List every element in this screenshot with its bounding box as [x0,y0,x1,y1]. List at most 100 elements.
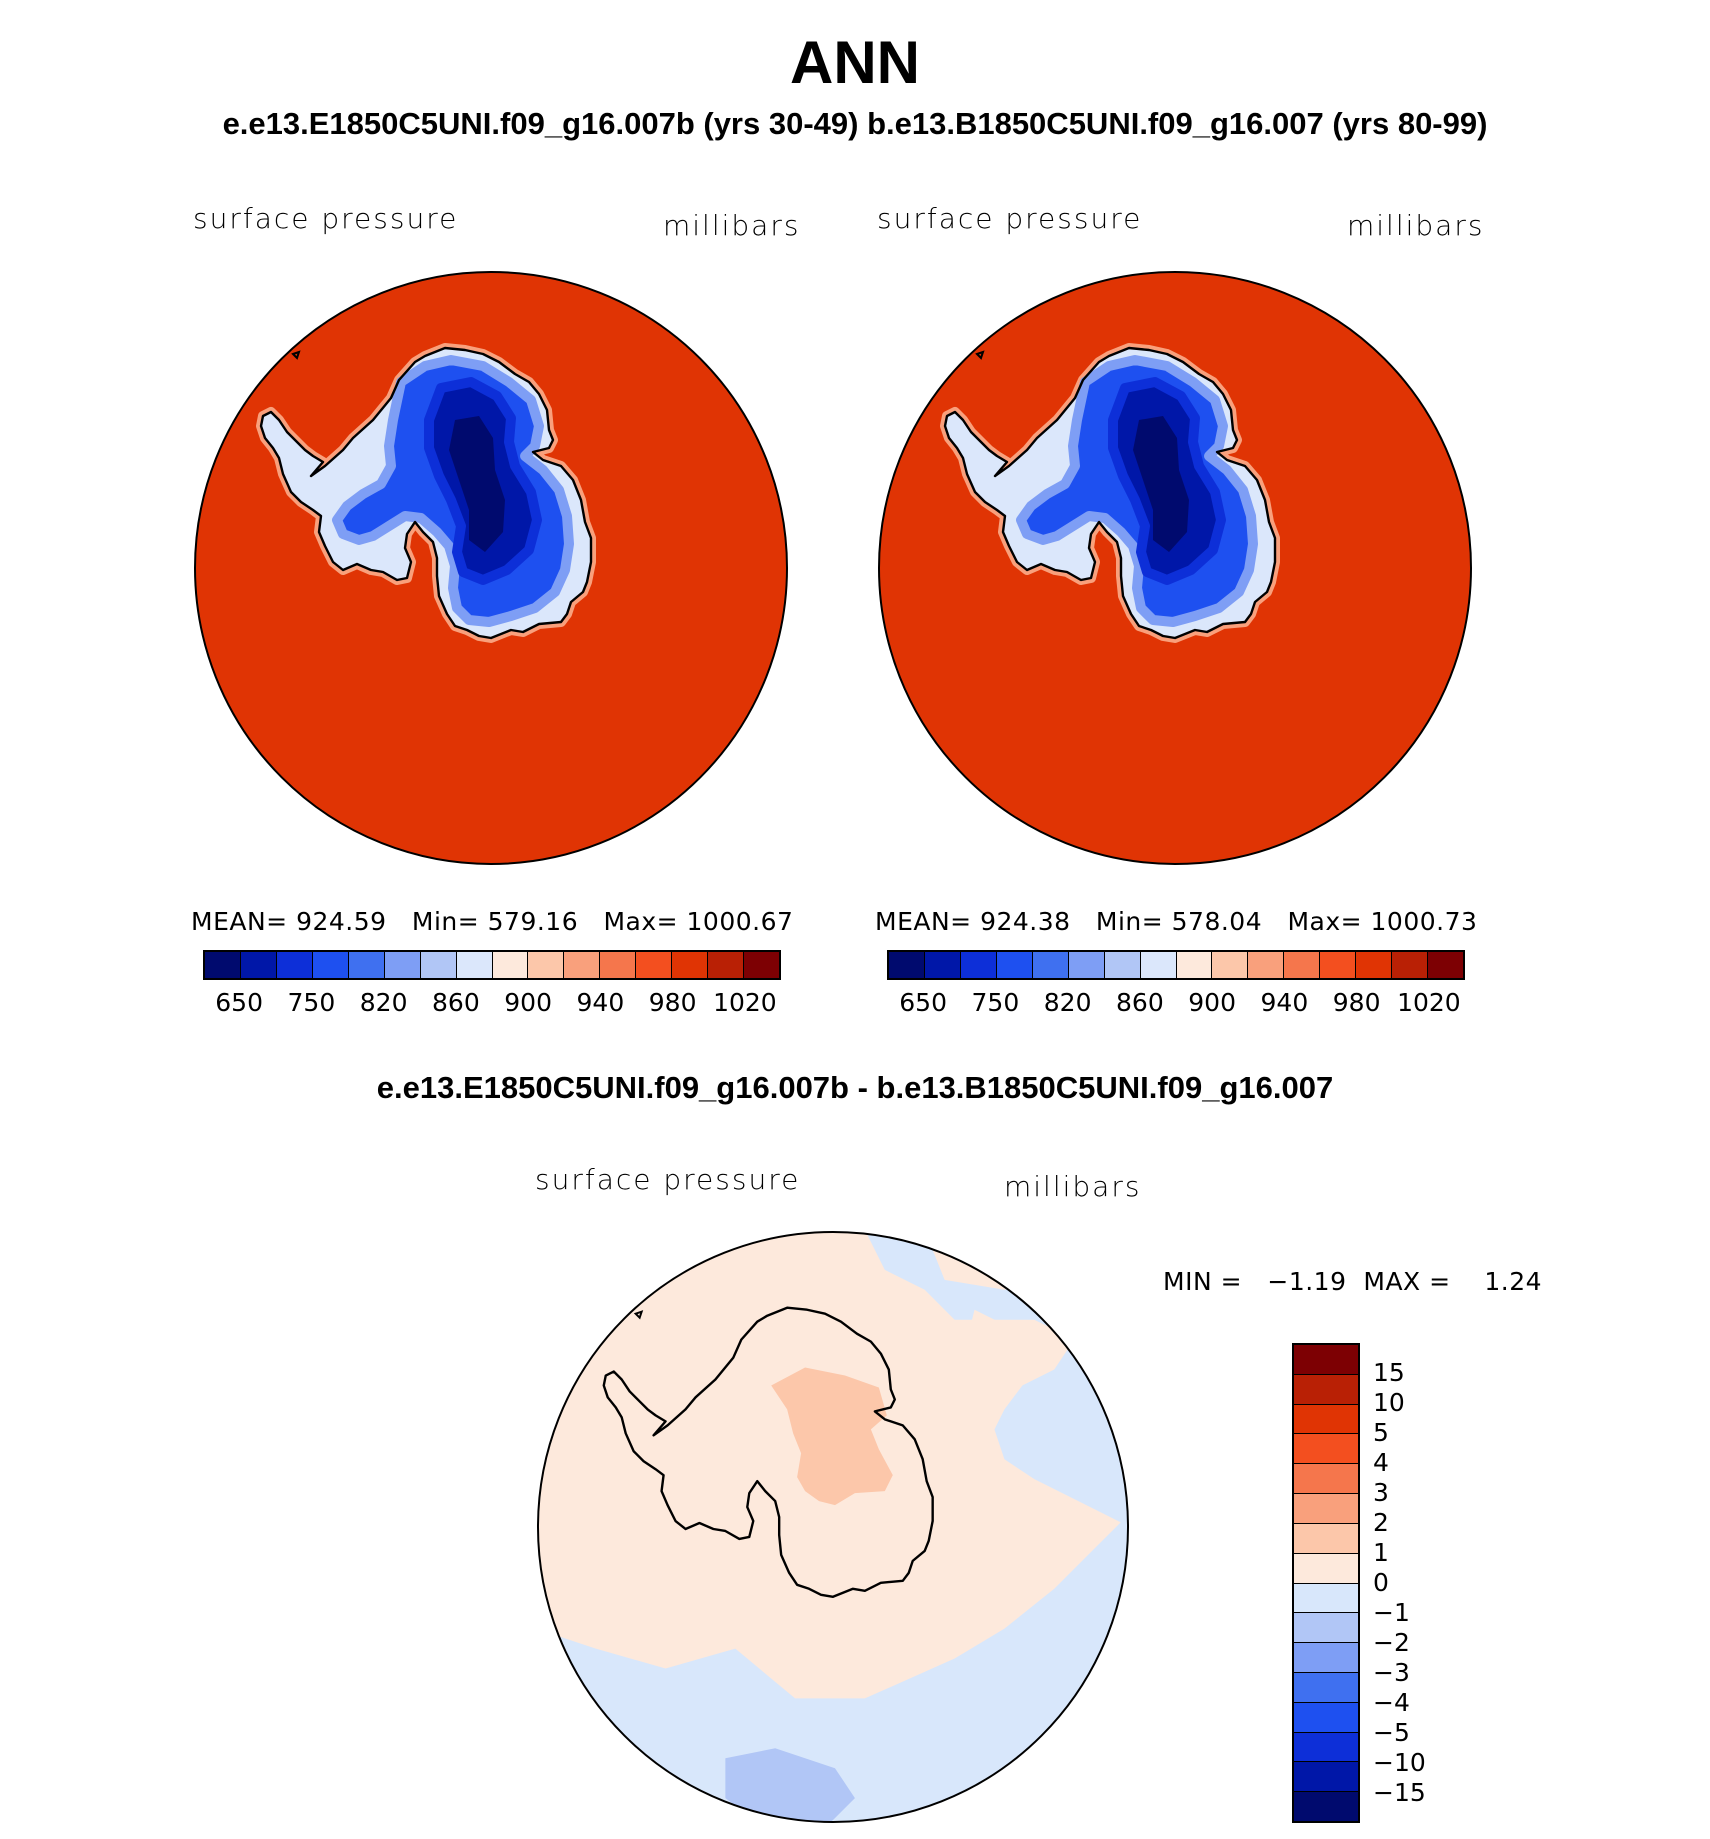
difference-colorbar-swatch [1294,1404,1358,1435]
difference-colorbar-swatch [1294,1464,1358,1495]
difference-colorbar-swatch [1294,1374,1358,1405]
island-outline [207,428,217,445]
difference-colorbar-swatch [1294,1494,1358,1524]
difference-colorbar-swatch [1294,1523,1358,1554]
coastline [943,346,1277,640]
right-panel-colorbar-swatch [1356,952,1393,978]
left-panel-colorbar-tick-label: 900 [504,988,552,1017]
left-panel-colorbar-swatch [384,952,421,978]
right-panel-colorbar-swatch [996,952,1033,978]
difference-colorbar-swatch [1294,1643,1358,1673]
left-panel-colorbar-ticks: 650 750 820 860 900 940 980 1020 [203,988,781,1018]
difference-colorbar-swatch [1294,1345,1358,1375]
right-panel-colorbar-ticks: 650 750 820 860 900 940 980 1020 [887,988,1465,1018]
right-panel-colorbar-tick-label: 900 [1188,988,1236,1017]
difference-colorbar-tick-label: 10 [1373,1388,1405,1417]
left-panel-colorbar-tick-label: 860 [432,988,480,1017]
right-panel-colorbar [887,950,1465,980]
right-panel-colorbar-tick-label: 940 [1260,988,1309,1017]
difference-colorbar-tick-label: 3 [1373,1478,1389,1507]
right-panel-colorbar-swatch [1176,952,1213,978]
difference-colorbar-swatch [1294,1553,1358,1584]
left-panel-colorbar-swatch [456,952,493,978]
right-panel-variable-label: surface pressure [877,202,1143,235]
left-panel-colorbar-tick-label: 820 [359,988,408,1017]
left-panel-colorbar-tick-label: 940 [576,988,625,1017]
difference-colorbar-swatch [1294,1792,1358,1821]
right-panel-map [878,271,1472,865]
difference-units-label: millibars [1004,1170,1142,1203]
difference-colorbar-swatch [1294,1613,1358,1644]
right-panel-colorbar-swatch [1032,952,1069,978]
right-panel-colorbar-tick-label: 860 [1116,988,1164,1017]
left-panel-colorbar-swatch [564,952,601,978]
left-panel-colorbar-tick-label: 650 [215,988,263,1017]
right-panel-colorbar-swatch [1248,952,1285,978]
coastline [602,1306,934,1598]
right-panel-stats: MEAN= 924.38 Min= 578.04 Max= 1000.73 [875,907,1478,936]
right-panel-colorbar-swatch [1392,952,1429,978]
positive-field [964,1309,1035,1410]
difference-map [536,1230,1130,1824]
difference-colorbar-tick-label: −2 [1373,1628,1410,1657]
difference-variable-label: surface pressure [535,1163,801,1196]
left-panel-stats: MEAN= 924.59 Min= 579.16 Max= 1000.67 [191,907,794,936]
left-panel-colorbar [203,950,781,980]
left-panel-colorbar-tick-label: 750 [287,988,336,1017]
left-panel-colorbar-swatch [636,952,673,978]
left-panel-variable-label: surface pressure [193,202,459,235]
left-panel-colorbar-swatch [600,952,637,978]
right-panel-colorbar-swatch [1068,952,1105,978]
left-panel-colorbar-swatch [528,952,565,978]
island-outline [975,350,985,360]
left-panel-colorbar-tick-label: 1020 [713,988,777,1017]
difference-title: e.e13.E1850C5UNI.f09_g16.007b - b.e13.B1… [376,1070,1334,1105]
difference-colorbar-swatch [1294,1702,1358,1733]
left-panel-colorbar-swatch [492,952,529,978]
negative-field-2 [725,1748,855,1823]
difference-colorbar-tick-label: −3 [1373,1658,1410,1687]
left-panel-colorbar-swatch [744,952,779,978]
left-panel-colorbar-swatch [708,952,745,978]
page-subtitle: e.e13.E1850C5UNI.f09_g16.007b (yrs 30-49… [222,106,1488,141]
left-panel-colorbar-swatch [672,952,709,978]
difference-colorbar-swatch [1294,1672,1358,1703]
right-panel-colorbar-swatch [1104,952,1141,978]
difference-stats: MIN = −1.19 MAX = 1.24 [1163,1267,1543,1296]
left-panel-map [194,271,788,865]
right-panel-colorbar-tick-label: 980 [1332,988,1381,1017]
island-outline [633,1310,644,1320]
left-panel-colorbar-swatch [276,952,313,978]
left-panel-colorbar-swatch [240,952,277,978]
left-panel-colorbar-swatch [205,952,241,978]
island-outline [550,1388,560,1404]
right-panel-colorbar-tick-label: 1020 [1397,988,1461,1017]
difference-colorbar-swatch [1294,1583,1358,1614]
right-panel-colorbar-swatch [960,952,997,978]
map-border [878,271,1472,865]
difference-colorbar-ticks: 15 10 5 4 3 2 1 0 −1 −2 −3 −4 −5 −10 −15 [1373,1343,1453,1823]
difference-colorbar-swatch [1294,1732,1358,1763]
left-panel-colorbar-swatch [420,952,457,978]
left-panel-colorbar-swatch [348,952,385,978]
difference-colorbar-tick-label: 1 [1373,1538,1389,1567]
right-panel-colorbar-tick-label: 650 [899,988,947,1017]
difference-colorbar-tick-label: 15 [1373,1358,1405,1387]
difference-colorbar-swatch [1294,1762,1358,1793]
right-panel-colorbar-swatch [1284,952,1321,978]
right-panel-colorbar-tick-label: 750 [971,988,1020,1017]
left-panel-colorbar-swatch [312,952,349,978]
island-outline [291,350,301,360]
map-border [194,271,788,865]
right-panel-colorbar-swatch [889,952,925,978]
plateau-min-field [449,416,505,552]
negative-field [537,1509,1129,1823]
island-outline [891,428,901,445]
difference-colorbar-tick-label: 0 [1373,1568,1389,1597]
difference-colorbar-swatch [1294,1434,1358,1465]
right-panel-colorbar-swatch [1140,952,1177,978]
right-panel-colorbar-tick-label: 820 [1043,988,1092,1017]
difference-colorbar-tick-label: 2 [1373,1508,1389,1537]
difference-colorbar-tick-label: 4 [1373,1448,1389,1477]
